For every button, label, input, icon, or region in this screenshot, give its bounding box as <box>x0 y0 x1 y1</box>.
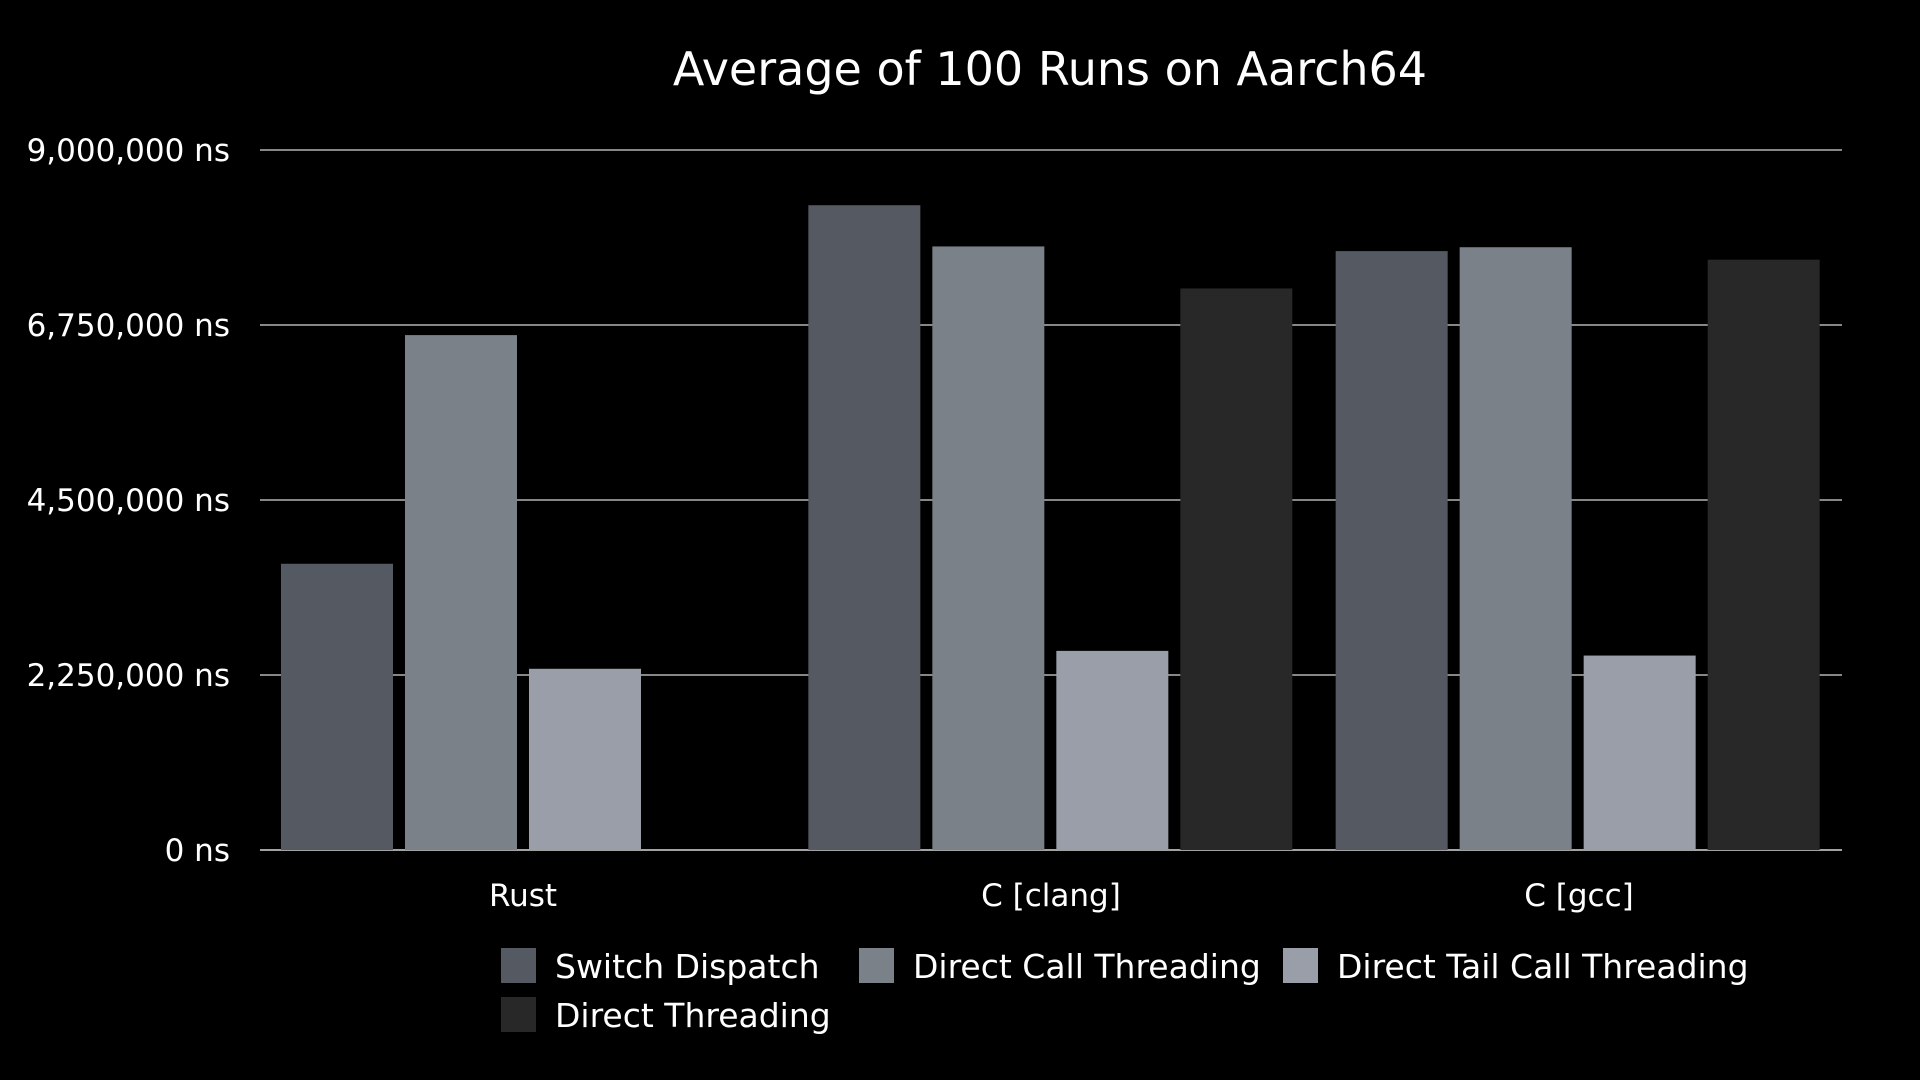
bar-direct-call-threading-c-gcc- <box>1459 247 1572 850</box>
legend-swatch <box>1283 948 1318 983</box>
x-category-label: Rust <box>489 878 557 914</box>
x-axis-category-labels: Rust C [clang] C [gcc] <box>489 878 1634 914</box>
bar-switch-dispatch-c-gcc- <box>1335 251 1448 851</box>
bar-switch-dispatch-rust <box>281 563 393 850</box>
legend-item: Direct Call Threading <box>859 947 1261 986</box>
x-category-label: C [gcc] <box>1524 878 1633 914</box>
y-tick-label: 6,750,000 ns <box>27 308 230 344</box>
y-tick-label: 9,000,000 ns <box>27 133 230 169</box>
y-tick-label: 0 ns <box>165 833 230 869</box>
y-tick-label: 2,250,000 ns <box>27 658 230 694</box>
chart-title: Average of 100 Runs on Aarch64 <box>673 42 1427 96</box>
bar-direct-tail-call-threading-c-clang- <box>1056 650 1169 850</box>
legend-item: Direct Threading <box>501 996 831 1035</box>
legend-label: Switch Dispatch <box>555 947 820 986</box>
bar-direct-threading-c-gcc- <box>1707 259 1820 851</box>
x-category-label: C [clang] <box>981 878 1121 914</box>
y-tick-label: 4,500,000 ns <box>27 483 230 519</box>
legend-label: Direct Threading <box>555 996 831 1035</box>
bar-switch-dispatch-c-clang- <box>808 205 921 850</box>
bar-direct-tail-call-threading-c-gcc- <box>1583 655 1696 850</box>
bar-direct-threading-c-clang- <box>1180 288 1293 850</box>
legend-item: Direct Tail Call Threading <box>1283 947 1749 986</box>
y-axis-tick-labels: 0 ns 2,250,000 ns 4,500,000 ns 6,750,000 ns… <box>27 133 230 869</box>
bar-direct-call-threading-rust <box>405 335 517 851</box>
legend: Switch Dispatch Direct Call Threading Dire… <box>501 947 1749 1035</box>
bar-direct-tail-call-threading-rust <box>529 668 641 850</box>
legend-swatch <box>501 997 536 1032</box>
bars <box>281 205 1820 851</box>
grid-lines <box>260 149 1842 851</box>
legend-label: Direct Call Threading <box>913 947 1261 986</box>
bar-direct-call-threading-c-clang- <box>932 246 1045 850</box>
legend-item: Switch Dispatch <box>501 947 820 986</box>
legend-label: Direct Tail Call Threading <box>1337 947 1749 986</box>
legend-swatch <box>859 948 894 983</box>
legend-swatch <box>501 948 536 983</box>
